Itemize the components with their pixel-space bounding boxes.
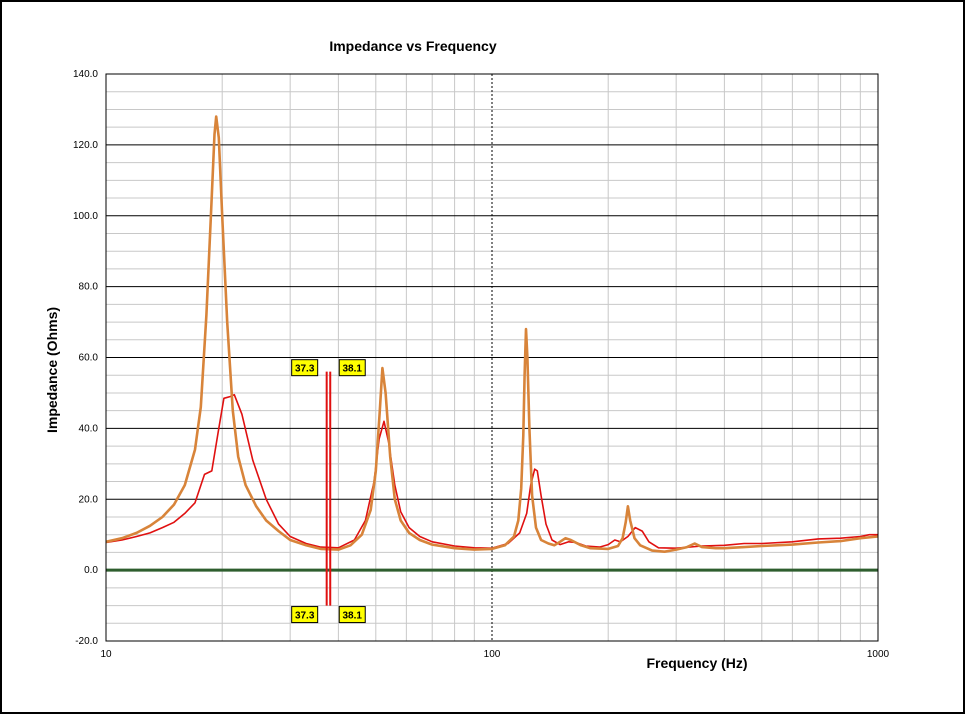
y-tick-label: 120.0 xyxy=(73,140,98,151)
grid xyxy=(106,73,878,642)
cursor-label-top: 37.3 xyxy=(295,364,315,375)
y-tick-label: -20.0 xyxy=(75,636,98,647)
cursor-label-bottom: 38.1 xyxy=(343,611,363,622)
cursor-label-top: 38.1 xyxy=(343,364,363,375)
chart-title: Impedance vs Frequency xyxy=(329,38,497,54)
y-tick-label: 40.0 xyxy=(79,423,99,434)
series-line-1 xyxy=(105,393,878,550)
y-axis-label: Impedance (Ohms) xyxy=(44,307,60,433)
plot-area-border xyxy=(105,73,879,642)
cursor-label-box-bottom xyxy=(291,606,319,624)
cursor-label-box-top xyxy=(338,359,366,377)
y-tick-label: 20.0 xyxy=(79,494,99,505)
y-tick-label: 0.0 xyxy=(84,565,98,576)
series-group xyxy=(105,115,879,554)
markers-group: 37.3 37.3 38.1 38.1 xyxy=(291,359,366,624)
cursor-label-box-bottom xyxy=(338,606,366,624)
y-tick-label: 80.0 xyxy=(79,282,99,293)
x-tick-label: 10 xyxy=(100,649,112,660)
y-tick-label: 60.0 xyxy=(79,353,99,364)
x-tick-labels: 10 100 1000 xyxy=(100,649,889,660)
y-tick-label: 140.0 xyxy=(73,69,98,80)
cursor-label-box-top xyxy=(291,359,319,377)
x-axis-label: Frequency (Hz) xyxy=(646,655,747,671)
series-line-2 xyxy=(105,115,879,554)
cursor-label-bottom: 37.3 xyxy=(295,611,315,622)
y-tick-labels: -20.0 0.0 20.0 40.0 60.0 80.0 100.0 120.0 140.0 xyxy=(73,69,98,647)
x-tick-label: 100 xyxy=(484,649,501,660)
x-tick-label: 1000 xyxy=(867,649,890,660)
y-tick-label: 100.0 xyxy=(73,211,98,222)
